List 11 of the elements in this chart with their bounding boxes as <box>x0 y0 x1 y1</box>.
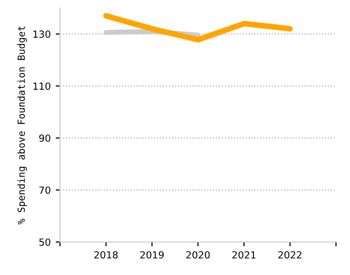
y-tick-label: 110 <box>33 82 50 90</box>
y-tick-label: 90 <box>39 134 50 142</box>
y-tick-label: 50 <box>39 238 50 246</box>
x-tick-label: 2018 <box>94 251 118 259</box>
y-axis-title: % Spending above Foundation Budget <box>17 26 27 224</box>
y-tick-label: 130 <box>33 30 50 38</box>
x-tick-label: 2019 <box>140 251 164 259</box>
x-tick-label: 2020 <box>186 251 210 259</box>
x-tick-label: 2022 <box>278 251 302 259</box>
y-tick-label: 70 <box>39 186 50 194</box>
x-tick-label: 2021 <box>232 251 256 259</box>
